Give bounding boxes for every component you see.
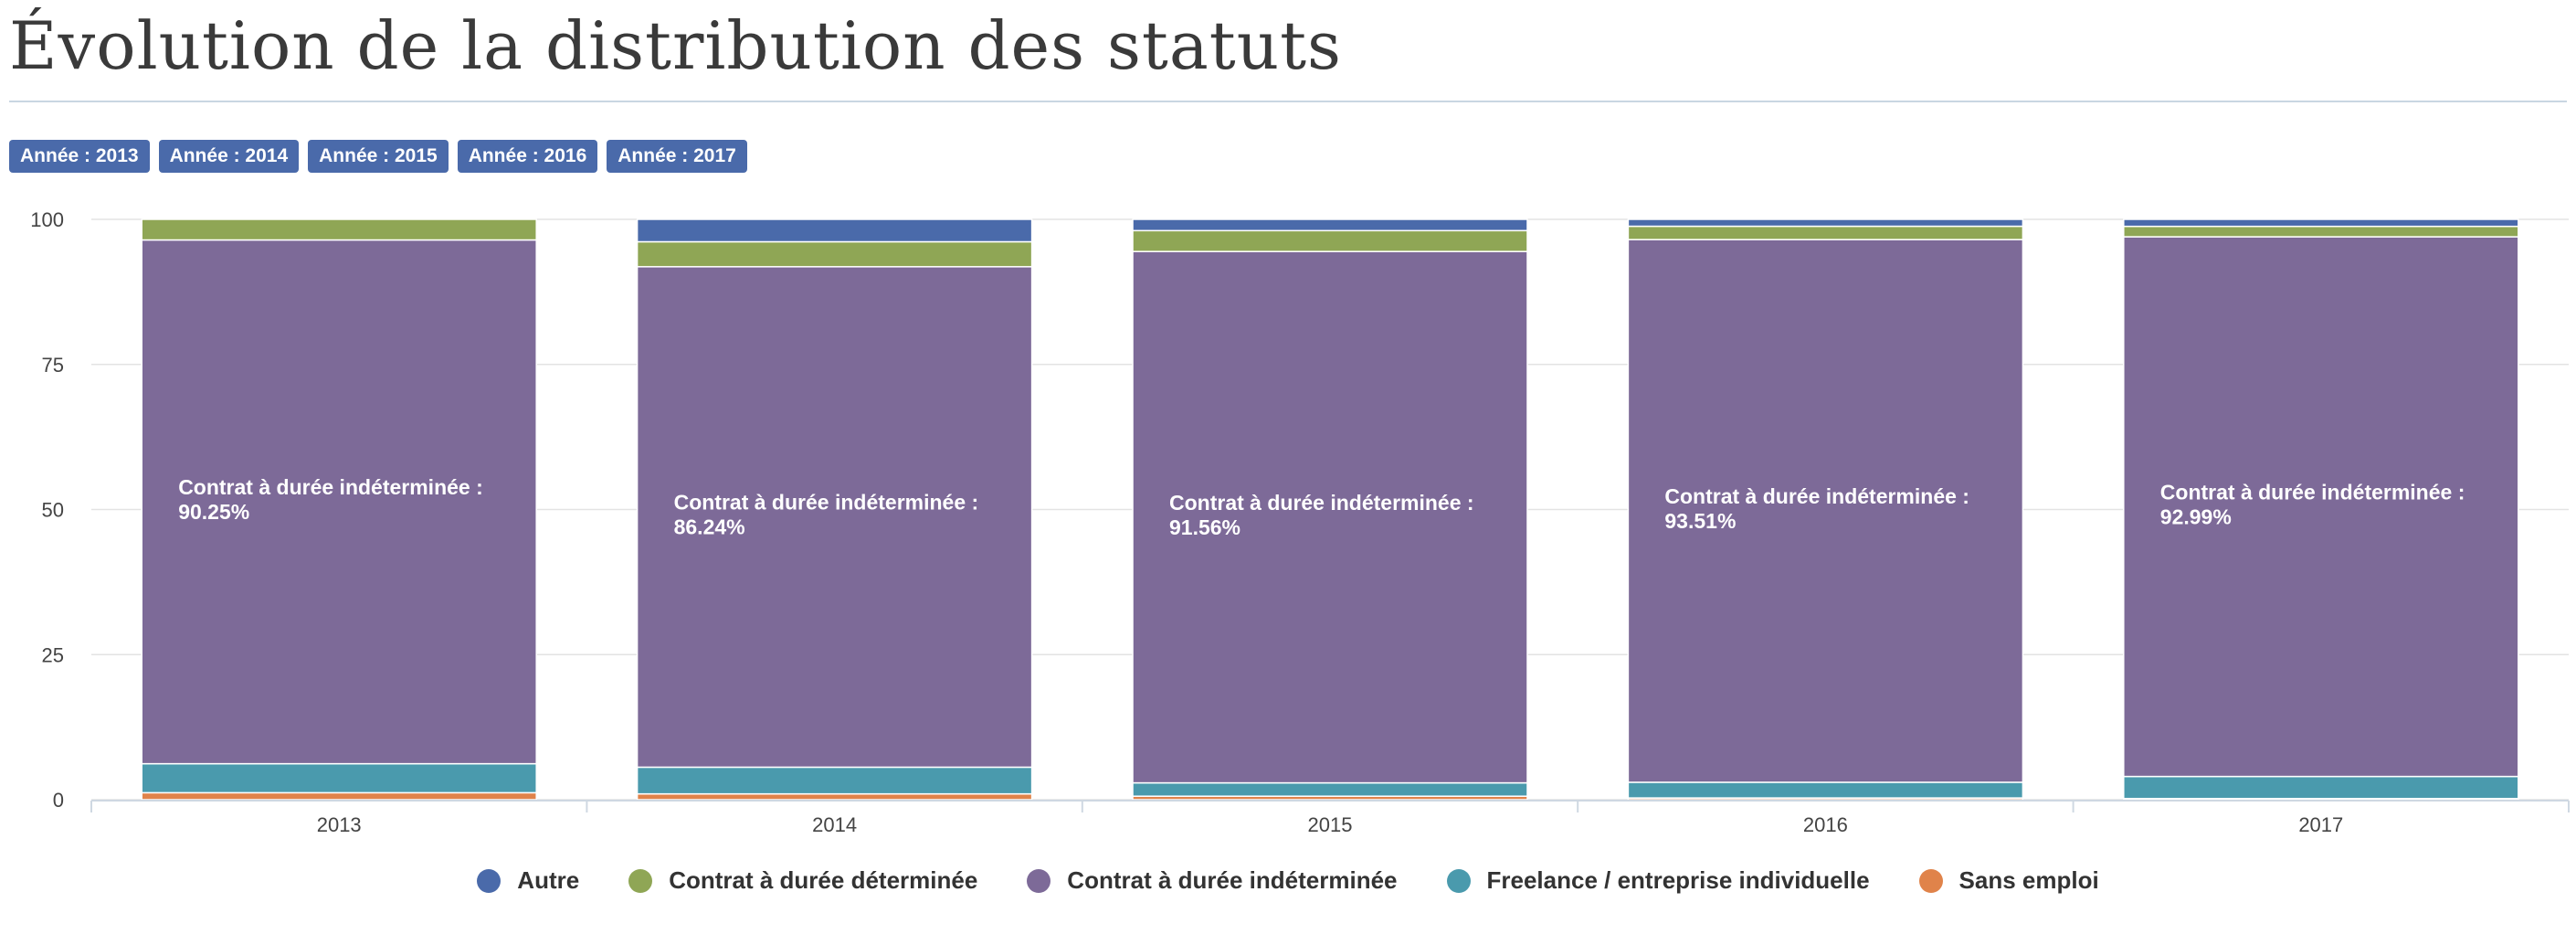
x-tick-label: 2015 xyxy=(1308,813,1353,836)
y-tick-label: 75 xyxy=(42,354,64,377)
legend-dot-freelance xyxy=(1446,868,1471,893)
stacked-bar-chart: 0 25 50 75 100 2013 2014 2015 2016 2017 Contrat … xyxy=(30,208,2570,836)
bar-segment[interactable] xyxy=(2123,225,2519,238)
data-label: Contrat à durée indéterminée :92.99% xyxy=(2160,480,2465,528)
legend-item-autre[interactable]: Autre xyxy=(477,866,579,895)
filter-chip-2017[interactable]: Année : 2017 xyxy=(607,140,747,173)
legend-label-freelance: Freelance / entreprise individuelle xyxy=(1486,866,1870,894)
bar-segment[interactable] xyxy=(1627,225,2024,240)
legend-item-cdd[interactable]: Contrat à durée déterminée xyxy=(628,866,977,895)
x-tick-label: 2013 xyxy=(317,813,362,836)
data-labels: Contrat à durée indéterminée :90.25% Cont… xyxy=(178,475,2465,539)
data-label: Contrat à durée indéterminée :91.56% xyxy=(1169,491,1474,539)
legend-item-sans-emploi[interactable]: Sans emploi xyxy=(1918,866,2099,895)
legend-item-freelance[interactable]: Freelance / entreprise individuelle xyxy=(1446,866,1870,895)
y-tick-label: 25 xyxy=(42,643,64,666)
bar-segment[interactable] xyxy=(1132,781,1528,797)
y-tick-label: 100 xyxy=(30,208,64,231)
bar-segment[interactable] xyxy=(636,218,1033,243)
bar-segment[interactable] xyxy=(1627,218,2024,228)
bar-segment[interactable] xyxy=(636,792,1033,801)
bar-segment[interactable] xyxy=(636,240,1033,268)
bar-segment[interactable] xyxy=(2123,218,2519,228)
filter-chip-2013[interactable]: Année : 2013 xyxy=(9,140,150,173)
legend-label-sans-emploi: Sans emploi xyxy=(1958,866,2099,894)
x-tick-label: 2014 xyxy=(812,813,857,836)
bar-segment[interactable] xyxy=(141,218,537,241)
legend-dot-cdi xyxy=(1027,868,1051,893)
data-label: Contrat à durée indéterminée :86.24% xyxy=(674,491,979,539)
y-tick-label: 50 xyxy=(42,499,64,522)
chart-legend: Autre Contrat à durée déterminée Contrat… xyxy=(0,866,2576,895)
bar-segment[interactable] xyxy=(1132,229,1528,252)
title-divider xyxy=(9,101,2567,102)
bar-segment[interactable] xyxy=(636,766,1033,795)
bar-segment[interactable] xyxy=(1627,781,2024,799)
legend-item-cdi[interactable]: Contrat à durée indéterminée xyxy=(1027,866,1398,895)
bar-segment[interactable] xyxy=(1132,250,1528,784)
y-axis: 0 25 50 75 100 xyxy=(30,208,64,812)
x-tick-label: 2017 xyxy=(2298,813,2343,836)
data-label: Contrat à durée indéterminée :93.51% xyxy=(1664,484,1969,533)
bar-segment[interactable] xyxy=(2123,236,2519,778)
page-title: Évolution de la distribution des statuts xyxy=(9,7,1342,84)
bar-segment[interactable] xyxy=(636,266,1033,769)
year-filters: Année : 2013 Année : 2014 Année : 2015 A… xyxy=(9,140,747,173)
x-tick-label: 2016 xyxy=(1803,813,1848,836)
bar-segment[interactable] xyxy=(1627,239,2024,783)
legend-label-cdi: Contrat à durée indéterminée xyxy=(1067,866,1398,894)
x-axis: 2013 2014 2015 2016 2017 xyxy=(90,800,2570,836)
filter-chip-2015[interactable]: Année : 2015 xyxy=(308,140,449,173)
bar-segment[interactable] xyxy=(141,239,537,765)
y-tick-label: 0 xyxy=(53,789,64,812)
chart-bars xyxy=(141,218,2519,801)
legend-label-autre: Autre xyxy=(517,866,580,894)
filter-chip-2016[interactable]: Année : 2016 xyxy=(457,140,598,173)
bar-segment[interactable] xyxy=(141,762,537,794)
bar-segment[interactable] xyxy=(141,791,537,801)
legend-dot-cdd xyxy=(628,868,653,893)
filter-chip-2014[interactable]: Année : 2014 xyxy=(158,140,300,173)
bar-segment[interactable] xyxy=(2123,775,2519,800)
bar-segment[interactable] xyxy=(1132,218,1528,232)
legend-label-cdd: Contrat à durée déterminée xyxy=(669,866,978,894)
legend-dot-autre xyxy=(477,868,501,893)
legend-dot-sans-emploi xyxy=(1918,868,1943,893)
data-label: Contrat à durée indéterminée :90.25% xyxy=(178,475,483,524)
